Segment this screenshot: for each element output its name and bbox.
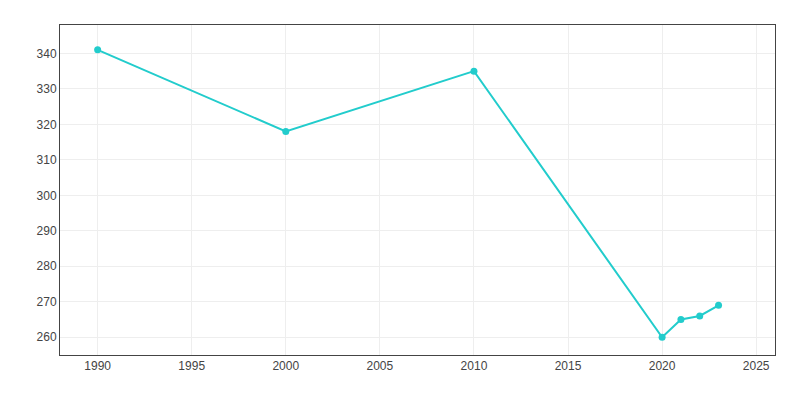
svg-text:2020: 2020 <box>649 359 676 373</box>
svg-text:330: 330 <box>37 82 57 96</box>
svg-text:2015: 2015 <box>555 359 582 373</box>
svg-text:2000: 2000 <box>272 359 299 373</box>
svg-text:280: 280 <box>37 259 57 273</box>
svg-text:300: 300 <box>37 189 57 203</box>
svg-text:2010: 2010 <box>461 359 488 373</box>
svg-text:310: 310 <box>37 153 57 167</box>
svg-text:2005: 2005 <box>367 359 394 373</box>
svg-text:270: 270 <box>37 295 57 309</box>
svg-text:340: 340 <box>37 47 57 61</box>
svg-text:2025: 2025 <box>743 359 770 373</box>
svg-text:290: 290 <box>37 224 57 238</box>
svg-text:320: 320 <box>37 118 57 132</box>
svg-text:1990: 1990 <box>84 359 111 373</box>
svg-text:1995: 1995 <box>178 359 205 373</box>
svg-text:260: 260 <box>37 330 57 344</box>
